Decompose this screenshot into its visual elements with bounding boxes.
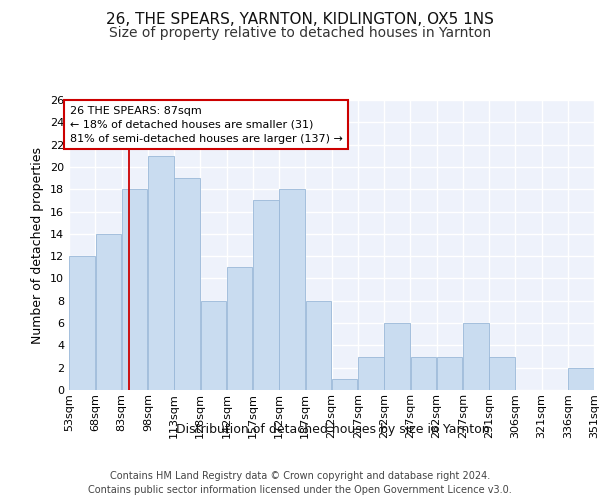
Bar [437,356,463,390]
Bar [200,301,226,390]
Bar [95,234,121,390]
Bar [463,323,488,390]
Text: 26 THE SPEARS: 87sqm
← 18% of detached houses are smaller (31)
81% of semi-detac: 26 THE SPEARS: 87sqm ← 18% of detached h… [70,106,343,144]
Bar [253,200,278,390]
Bar [385,323,410,390]
Bar [305,301,331,390]
Bar [568,368,593,390]
Bar [122,189,148,390]
Y-axis label: Number of detached properties: Number of detached properties [31,146,44,344]
Text: Distribution of detached houses by size in Yarnton: Distribution of detached houses by size … [176,422,490,436]
Bar [148,156,173,390]
Text: Size of property relative to detached houses in Yarnton: Size of property relative to detached ho… [109,26,491,40]
Bar [70,256,95,390]
Bar [175,178,200,390]
Text: Contains HM Land Registry data © Crown copyright and database right 2024.
Contai: Contains HM Land Registry data © Crown c… [88,471,512,495]
Bar [358,356,383,390]
Bar [490,356,515,390]
Bar [410,356,436,390]
Bar [280,189,305,390]
Text: 26, THE SPEARS, YARNTON, KIDLINGTON, OX5 1NS: 26, THE SPEARS, YARNTON, KIDLINGTON, OX5… [106,12,494,28]
Bar [227,268,253,390]
Bar [332,379,358,390]
